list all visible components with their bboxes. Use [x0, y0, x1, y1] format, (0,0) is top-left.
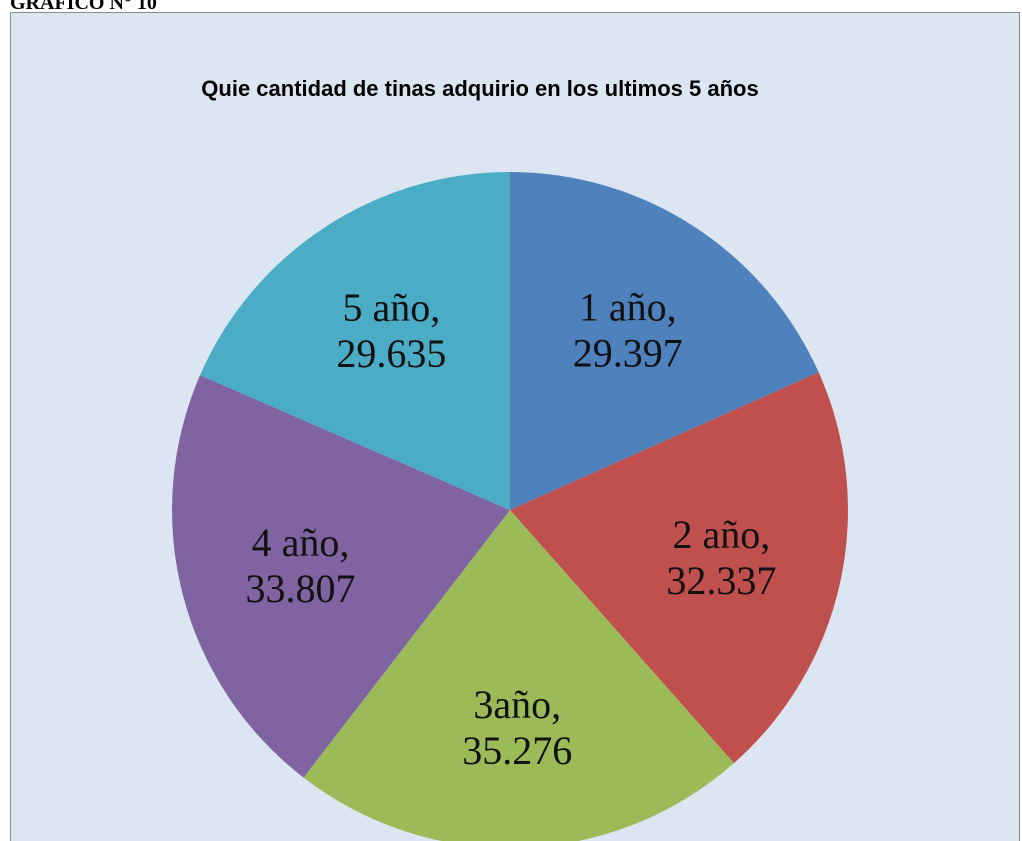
- pie-slice: [200, 172, 511, 510]
- slice-value-label: 32.337: [666, 558, 776, 603]
- header: GRAFICO N° 10: [10, 0, 157, 14]
- chart-title: Quie cantidad de tinas adquirio en los u…: [201, 76, 758, 101]
- slice-category-label: 5 año,: [343, 285, 441, 330]
- slice-category-label: 4 año,: [252, 520, 350, 565]
- slice-value-label: 29.397: [573, 331, 683, 376]
- pie-slice: [510, 372, 849, 764]
- pie-slice: [172, 375, 510, 778]
- slice-value-label: 33.807: [245, 566, 355, 611]
- slice-value-label: 35.276: [462, 728, 572, 773]
- pie-slice: [510, 172, 819, 510]
- slice-category-label: 3año,: [473, 682, 561, 727]
- slice-category-label: 1 año,: [579, 285, 677, 330]
- slice-value-label: 29.635: [336, 331, 446, 376]
- slice-category-label: 2 año,: [673, 512, 771, 557]
- pie-slice: [303, 510, 734, 841]
